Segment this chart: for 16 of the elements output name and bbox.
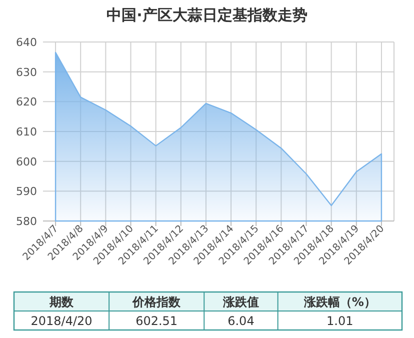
text: 期数 bbox=[48, 295, 75, 309]
y-tick-label: 580 bbox=[16, 215, 37, 228]
chart-title: 中国·产区大蒜日定基指数走势 bbox=[106, 6, 308, 24]
text: 涨跌幅（%） bbox=[302, 295, 376, 309]
text: 涨跌值 bbox=[222, 295, 259, 309]
text: 602.51 bbox=[136, 314, 178, 328]
text: 1.01 bbox=[326, 314, 354, 328]
y-tick-label: 620 bbox=[16, 96, 37, 109]
y-tick-label: 600 bbox=[16, 155, 37, 168]
y-tick-label: 610 bbox=[16, 126, 37, 138]
text: 2018/4/20 bbox=[30, 314, 92, 328]
y-tick-label: 640 bbox=[16, 36, 37, 49]
text: 6.04 bbox=[228, 314, 254, 328]
y-tick-label: 590 bbox=[16, 185, 37, 198]
y-tick-label: 630 bbox=[16, 66, 37, 79]
text: 价格指数 bbox=[132, 295, 182, 309]
